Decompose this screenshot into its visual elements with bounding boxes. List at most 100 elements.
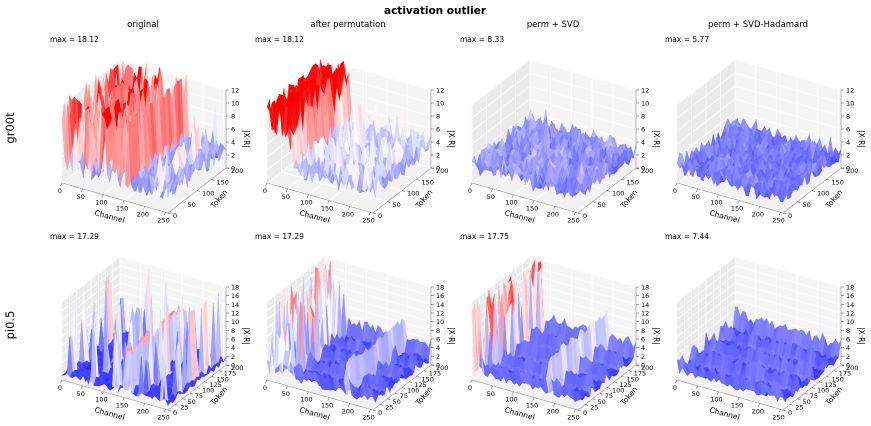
x-tick-mark — [573, 212, 576, 216]
x-tick-label: 200 — [752, 210, 764, 218]
y-tick-label: 150 — [627, 178, 639, 186]
z-tick-label: 2 — [231, 152, 235, 160]
z-tick-label: 6 — [231, 126, 235, 134]
max-annotation: max = 18.12 — [50, 35, 99, 44]
column-title-2: after permutation — [310, 20, 385, 30]
z-tick-label: 4 — [846, 139, 850, 147]
x-tick-mark — [737, 200, 740, 204]
x-tick-label: 250 — [772, 216, 784, 224]
x-tick-mark — [532, 200, 535, 204]
max-annotation: max = 8.33 — [460, 35, 504, 44]
x-tick-mark — [60, 182, 63, 187]
y-tick-label: 0 — [788, 212, 792, 220]
z-tick-label: 6 — [846, 126, 850, 134]
z-tick-label: 0 — [436, 165, 440, 173]
y-tick-mark — [196, 190, 201, 192]
z-tick-label: 10 — [436, 100, 444, 108]
y-tick-mark — [826, 179, 830, 181]
x-tick-mark — [348, 206, 351, 210]
x-tick-label: 100 — [505, 199, 517, 207]
x-tick-label: 50 — [692, 193, 700, 201]
y-tick-label: 100 — [612, 190, 624, 198]
x-tick-label: 150 — [321, 205, 333, 213]
column-title-1: original — [127, 20, 159, 30]
z-tick-label: 0 — [231, 165, 235, 173]
x-tick-label: 0 — [58, 187, 62, 195]
y-tick-mark — [416, 179, 420, 181]
max-annotation: max = 5.77 — [665, 35, 709, 44]
max-annotation: max = 18.12 — [255, 35, 304, 44]
y-tick-mark — [606, 190, 611, 192]
z-tick-label: 8 — [846, 113, 850, 121]
y-tick-mark — [811, 190, 816, 192]
x-tick-mark — [265, 182, 268, 187]
x-tick-mark — [143, 206, 146, 210]
x-tick-mark — [80, 188, 83, 192]
y-tick-label: 100 — [817, 190, 829, 198]
x-tick-mark — [122, 200, 125, 204]
surface-mesh — [266, 59, 432, 198]
z-tick-label: 6 — [436, 126, 440, 134]
row-label-2: pi0.5 — [3, 311, 17, 340]
y-tick-label: 50 — [188, 201, 196, 209]
x-tick-mark — [285, 188, 288, 192]
x-tick-mark — [368, 212, 371, 216]
x-tick-label: 200 — [342, 210, 354, 218]
y-tick-label: 200 — [231, 167, 243, 175]
z-tick-label: 4 — [436, 139, 440, 147]
y-tick-mark — [782, 212, 787, 215]
x-tick-label: 200 — [137, 210, 149, 218]
y-tick-label: 50 — [393, 201, 401, 209]
z-axis-label: |X·R| — [652, 130, 661, 148]
y-tick-label: 0 — [173, 212, 177, 220]
y-tick-mark — [211, 179, 215, 181]
y-tick-label: 0 — [583, 212, 587, 220]
z-tick-label: 4 — [231, 139, 235, 147]
z-tick-label: 2 — [641, 152, 645, 160]
x-tick-mark — [511, 194, 514, 198]
x-tick-label: 150 — [526, 205, 538, 213]
x-tick-mark — [675, 182, 678, 187]
y-tick-label: 150 — [832, 178, 844, 186]
z-tick-label: 8 — [436, 113, 440, 121]
figure-title: activation outlier — [384, 5, 487, 17]
column-title-3: perm + SVD — [527, 20, 580, 30]
y-tick-mark — [797, 201, 801, 203]
z-tick-label: 2 — [846, 152, 850, 160]
z-tick-label: 10 — [641, 100, 649, 108]
surface-mesh — [61, 61, 227, 199]
y-tick-label: 150 — [422, 178, 434, 186]
x-tick-mark — [470, 182, 473, 187]
x-tick-mark — [758, 206, 761, 210]
x-tick-label: 50 — [282, 193, 290, 201]
y-tick-mark — [182, 201, 186, 203]
column-title-4: perm + SVD-Hadamard — [708, 20, 808, 30]
x-tick-label: 50 — [77, 193, 85, 201]
z-tick-label: 12 — [641, 87, 649, 95]
x-tick-label: 250 — [362, 216, 374, 224]
x-tick-label: 200 — [547, 210, 559, 218]
y-tick-label: 150 — [217, 178, 229, 186]
y-tick-label: 100 — [407, 190, 419, 198]
z-tick-label: 10 — [846, 100, 854, 108]
z-tick-label: 12 — [846, 87, 854, 95]
x-tick-label: 250 — [157, 216, 169, 224]
row-label-1: gr00t — [3, 112, 17, 144]
x-tick-mark — [327, 200, 330, 204]
y-tick-mark — [167, 212, 172, 215]
x-tick-label: 250 — [567, 216, 579, 224]
y-tick-mark — [592, 201, 596, 203]
y-tick-mark — [387, 201, 391, 203]
z-tick-label: 0 — [846, 165, 850, 173]
x-tick-mark — [490, 188, 493, 192]
z-tick-label: 0 — [641, 165, 645, 173]
x-tick-mark — [695, 188, 698, 192]
surface-facet — [165, 179, 171, 197]
z-tick-label: 8 — [641, 113, 645, 121]
